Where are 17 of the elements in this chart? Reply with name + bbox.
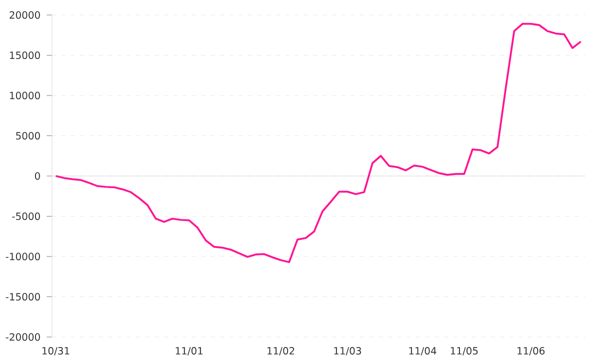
- y-tick-label: 15000: [10, 51, 40, 60]
- y-tick-label: -20000: [6, 333, 40, 341]
- x-tick-label: 11/04: [409, 347, 436, 356]
- x-tick-label: 11/01: [176, 347, 203, 356]
- x-tick-label: 11/02: [268, 347, 294, 356]
- line-series: [54, 22, 582, 264]
- y-tick-label: 10000: [10, 92, 40, 100]
- x-tick-label: 10/31: [42, 347, 70, 356]
- y-tick-label: -10000: [6, 252, 40, 260]
- x-tick-label: 11/06: [518, 347, 545, 356]
- y-tick-label: -5000: [12, 212, 40, 220]
- y-tick-label: -15000: [6, 292, 40, 301]
- y-tick-label: 0: [34, 172, 40, 180]
- y-tick-label: 20000: [10, 11, 40, 19]
- y-tick-label: 5000: [16, 132, 40, 140]
- x-tick-label: 11/03: [334, 347, 362, 356]
- x-tick-label: 11/05: [450, 347, 478, 356]
